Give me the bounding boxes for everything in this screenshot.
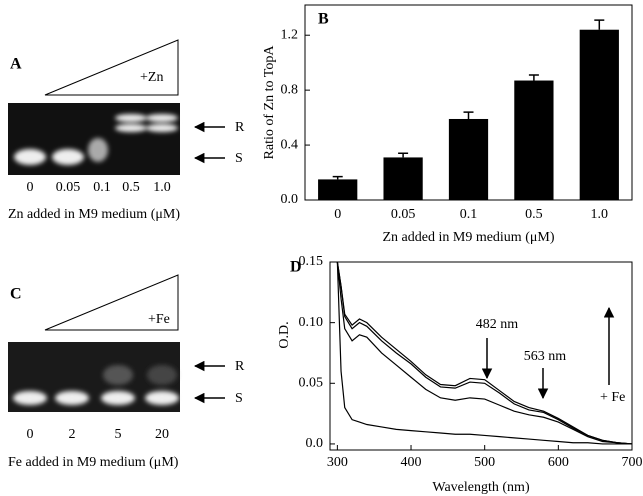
x-tick-label: 600 (548, 455, 569, 470)
lane-label: 0.05 (56, 180, 81, 195)
panel-a: A +Zn R S 0 0.05 0.1 0.5 1.0 Zn added in… (8, 39, 245, 222)
y-tick-label: 0.10 (299, 315, 324, 330)
y-tick-label: 0.05 (299, 376, 324, 391)
treatment-label: +Zn (140, 70, 163, 85)
spectrum-line (336, 261, 633, 445)
y-tick-label: 0.4 (281, 137, 299, 152)
x-tick-label: 0.05 (391, 207, 416, 222)
x-tick-label: 0 (334, 207, 341, 222)
bar (383, 157, 423, 200)
lane-label: 2 (69, 427, 76, 442)
panel-c: C +Fe R S 0 2 5 20 Fe added in M9 medium… (8, 274, 245, 470)
y-tick-label: 0.8 (281, 82, 299, 97)
lane-label: 0.5 (122, 180, 140, 195)
gradient-wedge (44, 274, 179, 331)
x-tick-label: 400 (401, 455, 422, 470)
annotation: 563 nm (524, 349, 567, 364)
x-axis-label: Wavelength (nm) (432, 480, 530, 495)
band-label: R (235, 359, 245, 374)
lane-label: 0 (27, 180, 34, 195)
error-bar (398, 152, 409, 158)
annotation: 482 nm (476, 317, 519, 332)
y-axis-label: Ratio of Zn to TopA (262, 45, 277, 160)
spectrum-line (336, 261, 632, 445)
x-tick-label: 1.0 (591, 207, 609, 222)
error-bar (594, 19, 605, 30)
y-tick-label: 0.0 (281, 192, 299, 207)
error-bar (332, 175, 343, 180)
lane-label: 5 (115, 427, 122, 442)
gel-bands (14, 114, 178, 165)
annotation: + Fe (600, 390, 625, 405)
panel-letter: D (290, 259, 302, 276)
band-label: S (235, 151, 243, 166)
x-axis-label: Zn added in M9 medium (μM) (383, 230, 555, 245)
lane-label: 0 (27, 427, 34, 442)
error-bar (528, 74, 539, 81)
x-tick-label: 500 (474, 455, 495, 470)
band-label: S (235, 391, 243, 406)
x-axis-label: Fe added in M9 medium (μM) (8, 455, 179, 470)
y-tick-label: 0.0 (306, 436, 324, 451)
gel-bands (13, 365, 179, 405)
plot-frame (329, 261, 633, 451)
bar (448, 118, 489, 200)
spectrum-line (336, 261, 633, 445)
bar (514, 80, 554, 200)
x-tick-label: 700 (622, 455, 643, 470)
y-tick-label: 0.15 (299, 254, 324, 269)
panel-letter: A (10, 56, 22, 73)
bar (318, 179, 358, 200)
bar (579, 29, 619, 201)
panel-letter: B (318, 11, 329, 28)
error-bar (463, 111, 474, 119)
x-tick-label: 0.1 (460, 207, 478, 222)
y-tick-label: 1.2 (281, 27, 299, 42)
treatment-label: +Fe (148, 312, 170, 327)
x-tick-label: 0.5 (525, 207, 543, 222)
y-axis-label: O.D. (277, 321, 292, 348)
lane-label: 1.0 (153, 180, 171, 195)
lane-label: 20 (155, 427, 169, 442)
band-label: R (235, 120, 245, 135)
x-axis-label: Zn added in M9 medium (μM) (8, 207, 180, 222)
x-tick-label: 300 (327, 455, 348, 470)
spectrum-line (336, 261, 633, 445)
lane-label: 0.1 (93, 180, 111, 195)
panel-letter: C (10, 286, 22, 303)
gradient-wedge (44, 39, 179, 96)
